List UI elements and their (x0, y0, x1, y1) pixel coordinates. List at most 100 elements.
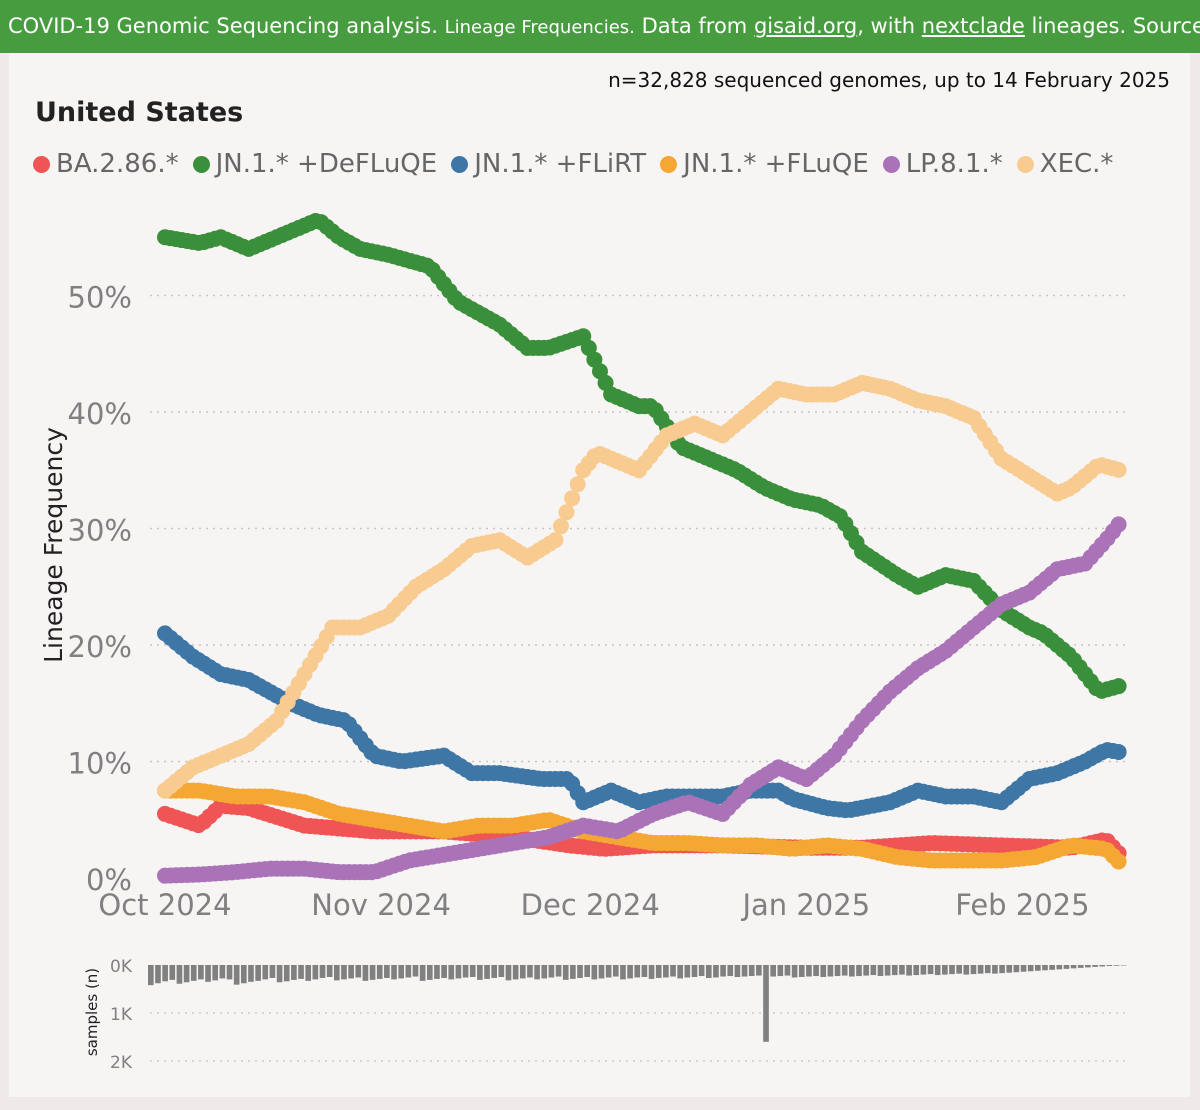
samples-bar (183, 965, 190, 983)
x-tick-label: Feb 2025 (955, 888, 1089, 922)
samples-bar (1013, 965, 1020, 973)
samples-bar (741, 965, 748, 977)
samples-bar (312, 965, 319, 980)
samples-tick-label: 2K (110, 1053, 133, 1073)
samples-count: n=32,828 sequenced genomes, up to 14 Feb… (608, 68, 1170, 92)
samples-bar (670, 965, 676, 977)
nextclade-link[interactable]: nextclade (921, 14, 1025, 38)
samples-bar (212, 965, 219, 981)
y-axis-title: Lineage Frequency (39, 427, 68, 663)
samples-bar (355, 965, 362, 978)
banner-source-middle: , with (857, 14, 916, 38)
legend-marker (660, 155, 678, 173)
samples-bar (1077, 965, 1084, 968)
samples-bar (598, 965, 605, 979)
samples-bar (627, 965, 633, 979)
samples-bar (169, 965, 176, 980)
legend-marker (1016, 155, 1034, 173)
samples-bar (226, 965, 233, 980)
data-point (564, 490, 581, 507)
samples-bar (233, 965, 240, 985)
y-tick-label: 40% (68, 397, 132, 431)
samples-bar (1063, 965, 1070, 969)
samples-bar (677, 965, 683, 979)
samples-bar (863, 965, 869, 976)
data-point (552, 518, 569, 535)
samples-bar (813, 965, 819, 977)
samples-bar (891, 965, 898, 976)
legend-item-1[interactable]: JN.1.* +DeFLuQE (192, 149, 437, 179)
samples-bar (906, 965, 912, 976)
samples-bar (691, 965, 698, 977)
samples-bar (148, 965, 154, 986)
legend-label: BA.2.86.* (56, 149, 179, 179)
samples-bar (1113, 965, 1120, 966)
data-point (1110, 853, 1127, 870)
banner-title: COVID-19 Genomic Sequencing analysis. (8, 14, 438, 38)
samples-bar (963, 965, 970, 975)
banner-source-prefix: Data from (641, 14, 748, 38)
x-tick-label: Nov 2024 (311, 888, 451, 922)
samples-bar (534, 965, 540, 980)
samples-bar (269, 965, 276, 978)
samples-bar (505, 965, 512, 981)
samples-bar (1056, 965, 1063, 970)
samples-bar (977, 965, 984, 974)
legend-label: XEC.* (1039, 149, 1114, 179)
samples-bar (1020, 965, 1027, 972)
samples-bar (190, 965, 197, 981)
samples-tick-label: 1K (110, 1005, 133, 1025)
legend-item-4[interactable]: LP.8.1.* (882, 149, 1003, 179)
samples-bar (820, 965, 827, 977)
samples-bar (376, 965, 383, 979)
samples-bar (913, 965, 920, 976)
samples-bar (1027, 965, 1034, 972)
y-tick-label: 50% (68, 281, 132, 315)
samples-bar (255, 965, 261, 981)
samples-bar (942, 965, 948, 975)
x-tick-label: Dec 2024 (521, 888, 660, 922)
gisaid-link[interactable]: gisaid.org (753, 14, 858, 38)
legend-item-5[interactable]: XEC.* (1016, 149, 1114, 179)
samples-bar (648, 965, 655, 979)
samples-bar (384, 965, 390, 978)
samples-bar (612, 965, 619, 977)
samples-bar (412, 965, 419, 977)
samples-bar (970, 965, 977, 975)
samples-bar (734, 965, 741, 977)
samples-bar (262, 965, 269, 980)
data-point (558, 504, 575, 521)
samples-bar (341, 965, 347, 980)
legend-item-3[interactable]: JN.1.* +FLuQE (660, 149, 869, 179)
samples-bar (527, 965, 533, 978)
y-tick-label: 10% (68, 747, 132, 781)
samples-bar (1085, 965, 1091, 968)
legend-marker (192, 155, 210, 173)
samples-bar (763, 965, 769, 1042)
samples-bar (1049, 965, 1055, 970)
data-point (569, 476, 586, 493)
samples-bar (684, 965, 691, 978)
samples-bar (806, 965, 812, 977)
data-point (1110, 678, 1127, 695)
samples-bar (605, 965, 612, 978)
legend-item-0[interactable]: BA.2.86.* (33, 149, 179, 179)
samples-bar (992, 965, 998, 974)
banner-source-suffix: lineages. Source (1031, 14, 1200, 38)
series-1 (157, 212, 1127, 699)
samples-bar (884, 965, 891, 976)
samples-bar (870, 965, 877, 976)
samples-bar (548, 965, 555, 978)
samples-bar (448, 965, 455, 980)
samples-bar (984, 965, 991, 974)
y-tick-label: 20% (68, 630, 132, 664)
samples-bar (398, 965, 405, 979)
samples-bar (1070, 965, 1077, 969)
samples-bar (462, 965, 469, 978)
samples-bar (291, 965, 297, 980)
samples-bar (434, 965, 440, 979)
legend-item-2[interactable]: JN.1.* +FLiRT (451, 149, 646, 179)
samples-bar (620, 965, 626, 980)
samples-bar (748, 965, 755, 977)
